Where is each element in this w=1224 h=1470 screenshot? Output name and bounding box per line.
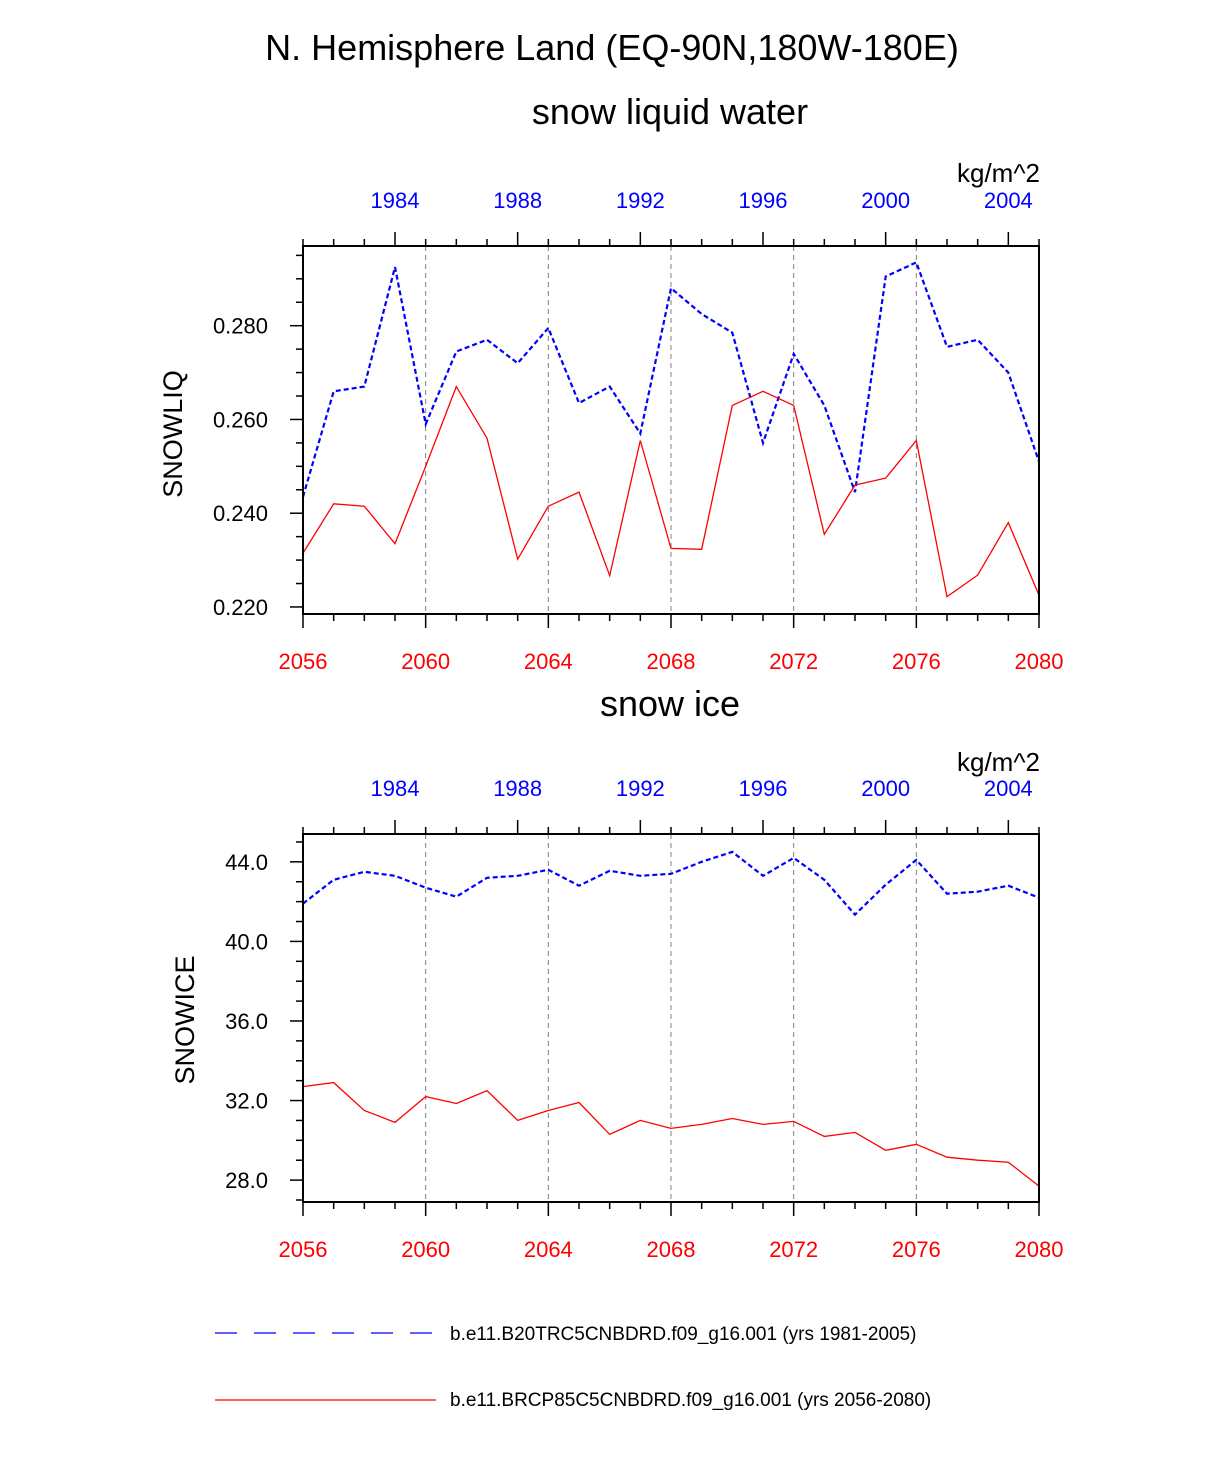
x-tick-label: 2068	[647, 649, 696, 674]
y-tick-label: 0.260	[213, 407, 268, 432]
y-tick-label: 28.0	[225, 1168, 268, 1193]
x-top-tick-label: 1988	[493, 776, 542, 801]
x-top-tick-label: 1992	[616, 188, 665, 213]
x-top-tick-label: 1984	[371, 188, 420, 213]
panel-snowice: snow ice kg/m^2 SNOWICE 2056 2060 2064 2068…	[170, 683, 1063, 1262]
x-tick-label: 2072	[769, 649, 818, 674]
x-tick-label: 2068	[647, 1237, 696, 1262]
x-top-tick-label: 1988	[493, 188, 542, 213]
x-top-tick-label: 2004	[984, 776, 1033, 801]
panel-title: snow liquid water	[532, 91, 808, 132]
series-line-future	[302, 385, 1040, 598]
x-top-tick-label: 1996	[739, 188, 788, 213]
x-top-tick-label: 1992	[616, 776, 665, 801]
x-tick-label: 2056	[279, 649, 328, 674]
x-tick-label: 2060	[401, 1237, 450, 1262]
y-tick-label: 0.280	[213, 314, 268, 339]
panel-snowliq: snow liquid water kg/m^2 SNOWLIQ 2056 206…	[158, 91, 1063, 674]
units-label: kg/m^2	[957, 747, 1040, 777]
y-tick-label: 40.0	[225, 929, 268, 954]
x-tick-label: 2080	[1015, 649, 1064, 674]
figure-title: N. Hemisphere Land (EQ-90N,180W-180E)	[265, 27, 959, 68]
legend-label: b.e11.B20TRC5CNBDRD.f09_g16.001 (yrs 198…	[450, 1324, 916, 1345]
x-top-tick-label: 2004	[984, 188, 1033, 213]
y-tick-label: 36.0	[225, 1009, 268, 1034]
x-tick-label: 2076	[892, 649, 941, 674]
x-top-tick-label: 2000	[861, 776, 910, 801]
y-tick-label: 0.220	[213, 595, 268, 620]
x-top-tick-label: 2000	[861, 188, 910, 213]
series-line-historical	[301, 260, 1041, 498]
y-tick-label: 32.0	[225, 1089, 268, 1114]
x-tick-label: 2056	[279, 1237, 328, 1262]
x-tick-label: 2072	[769, 1237, 818, 1262]
series-line-historical	[302, 850, 1040, 917]
series-line-future	[302, 1081, 1040, 1187]
panel-title: snow ice	[600, 683, 740, 724]
y-tick-label: 0.240	[213, 501, 268, 526]
x-tick-label: 2064	[524, 1237, 573, 1262]
legend-label: b.e11.BRCP85C5CNBDRD.f09_g16.001 (yrs 20…	[450, 1390, 931, 1411]
x-tick-label: 2060	[401, 649, 450, 674]
x-tick-label: 2064	[524, 649, 573, 674]
units-label: kg/m^2	[957, 158, 1040, 188]
x-tick-label: 2080	[1015, 1237, 1064, 1262]
y-axis-label: SNOWICE	[170, 955, 200, 1084]
legend: b.e11.B20TRC5CNBDRD.f09_g16.001 (yrs 198…	[215, 1324, 931, 1411]
x-tick-label: 2076	[892, 1237, 941, 1262]
y-tick-label: 44.0	[225, 850, 268, 875]
x-top-tick-label: 1996	[739, 776, 788, 801]
y-axis-label: SNOWLIQ	[158, 370, 188, 498]
x-top-tick-label: 1984	[371, 776, 420, 801]
